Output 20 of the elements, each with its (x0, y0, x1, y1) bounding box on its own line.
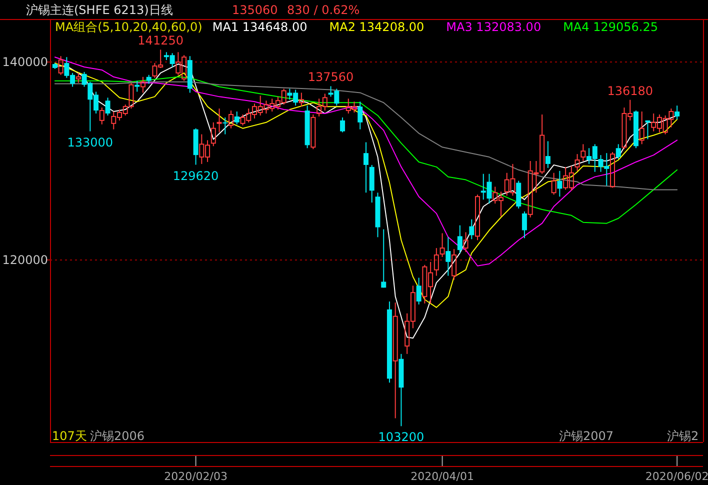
y-tick-label: 140000 (2, 55, 48, 70)
annotation: 沪锡2007 (559, 429, 614, 443)
annotation: 沪锡2 (667, 429, 699, 443)
x-tick-label: 2020/02/03 (164, 470, 228, 483)
y-tick-label: 120000 (2, 252, 48, 267)
annotation: 103200 (378, 430, 424, 444)
x-tick-label: 2020/06/02 (645, 470, 708, 483)
x-tick-label: 2020/04/01 (410, 470, 474, 483)
legend: MA组合(5,10,20,40,60,0) MA1 134648.00 MA2 134208.00 MA3 132083.00 MA4 129056.25 (55, 20, 658, 34)
annotation: 141250 (138, 34, 184, 48)
line-series (54, 56, 678, 266)
annotation: 133000 (67, 135, 114, 150)
text: 135060 (232, 3, 278, 17)
annotation: 沪锡2006 (90, 429, 145, 443)
text: 830 / 0.62% (287, 3, 360, 17)
annotation: 107天 (52, 429, 87, 443)
annotation: 136180 (607, 84, 654, 98)
annotation: 137560 (308, 70, 354, 84)
chart-title: 沪锡主连(SHFE 6213)日线 (26, 3, 173, 17)
annotation: 129620 (172, 168, 219, 183)
